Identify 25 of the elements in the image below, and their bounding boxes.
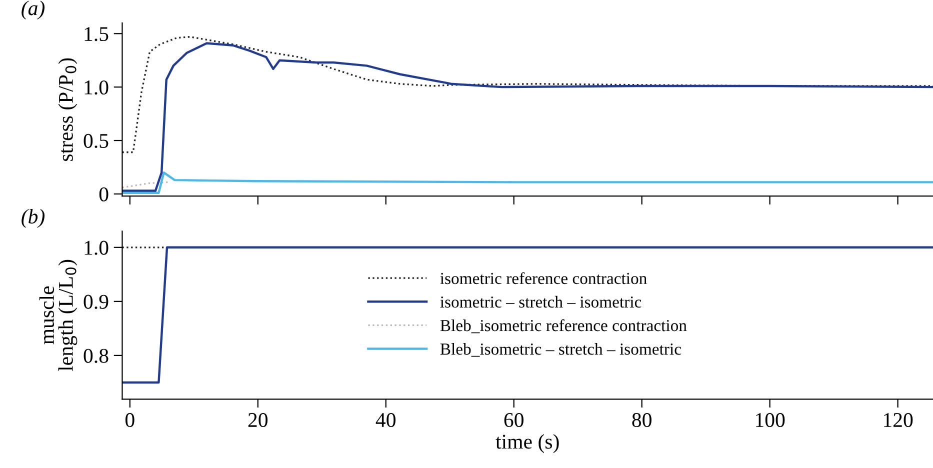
legend-label: isometric – stretch – isometric [440, 296, 642, 308]
x-tick-label: 40 [376, 413, 396, 428]
legend-label: isometric reference contraction [440, 272, 647, 284]
legend-label: Bleb_isometric reference contraction [440, 319, 687, 334]
x-tick-label: 80 [632, 413, 652, 428]
y-tick-label: 0.8 [84, 348, 108, 363]
x-tick-label: 20 [248, 413, 268, 428]
x-axis-title: time (s) [496, 434, 559, 453]
y-axis-title: muscle length (L/L$_{0}$) [39, 260, 78, 372]
x-tick-label: 60 [504, 413, 524, 428]
y-tick-label: 0 [99, 187, 108, 202]
x-tick-label: 100 [756, 413, 785, 428]
legend-label: Bleb_isometric – stretch – isometric [440, 343, 681, 357]
line-series [122, 42, 933, 192]
y-tick-label: 1.0 [84, 240, 108, 255]
line-series [122, 171, 933, 194]
text: (b) [22, 208, 45, 228]
y-tick-label: 1.5 [84, 27, 108, 42]
x-tick-label: 0 [125, 413, 134, 428]
text: (a) [22, 0, 45, 20]
y-axis-title: stress (P/P$_{0}$) [58, 58, 78, 161]
y-tick-label: 1.0 [84, 80, 108, 95]
y-tick-label: 0.9 [84, 294, 108, 309]
x-tick-label: 120 [884, 413, 913, 428]
y-tick-label: 0.5 [84, 134, 108, 148]
